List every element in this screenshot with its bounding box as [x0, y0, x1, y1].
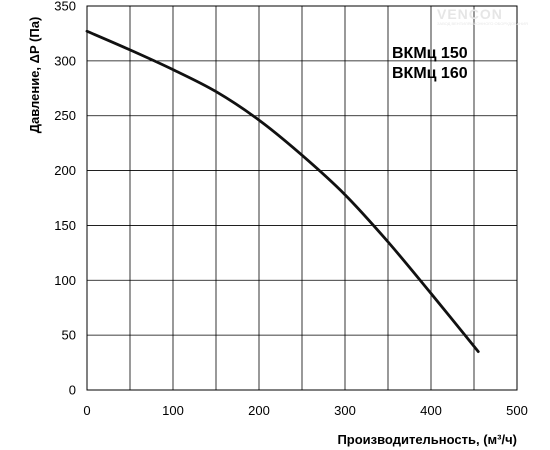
y-tick-label: 100 [54, 273, 76, 288]
y-tick-label: 150 [54, 218, 76, 233]
x-axis-label: Производительность, (м³/ч) [337, 432, 517, 447]
y-tick-labels: 0 50 100 150 200 250 300 350 [54, 0, 76, 398]
y-tick-label: 200 [54, 163, 76, 178]
x-tick-label: 500 [506, 403, 528, 418]
model-label-2: ВКМц 160 [392, 65, 468, 82]
x-tick-label: 0 [83, 403, 90, 418]
y-tick-label: 50 [62, 328, 76, 343]
performance-curve [85, 29, 480, 353]
grid [86, 5, 518, 391]
model-label-1: ВКМц 150 [392, 45, 468, 62]
series-layer [85, 29, 480, 353]
plot-frame [86, 5, 518, 391]
watermark-tagline: ЗАВОД ВЕНТИЛЯЦИОННОГО ОБОРУДОВАНИЯ [437, 21, 528, 26]
watermark-logo: VENCON [437, 6, 503, 22]
x-tick-label: 400 [420, 403, 442, 418]
x-tick-label: 100 [162, 403, 184, 418]
x-tick-labels: 0 100 200 300 400 500 [83, 403, 527, 418]
y-tick-label: 0 [69, 383, 76, 398]
x-tick-label: 300 [334, 403, 356, 418]
x-tick-label: 200 [248, 403, 270, 418]
y-tick-label: 250 [54, 108, 76, 123]
y-tick-label: 350 [54, 0, 76, 14]
y-axis-label: Давление, ΔP (Па) [27, 17, 42, 134]
y-tick-label: 300 [54, 53, 76, 68]
